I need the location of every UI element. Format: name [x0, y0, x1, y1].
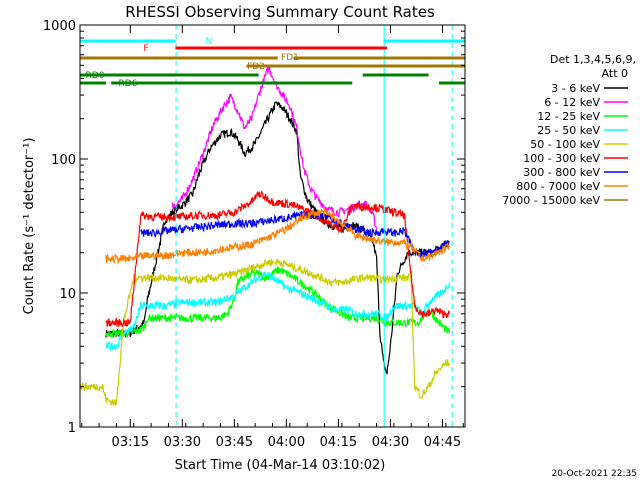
flag-label-fd2: FD2 [247, 62, 265, 72]
legend-label-25-50-kev: 25 - 50 keV [537, 124, 600, 137]
x-tick-label: 04:15 [320, 435, 357, 450]
legend-label-800-7000-kev: 800 - 7000 keV [516, 180, 600, 193]
chart-title: RHESSI Observing Summary Count Rates [125, 3, 435, 21]
series-line-3-6-kev [105, 101, 450, 375]
legend-label-7000-15000-kev: 7000 - 15000 keV [502, 194, 600, 207]
y-tick-label: 100 [51, 153, 76, 168]
legend-header-line-1: Det 1,3,4,5,6,9, [550, 53, 636, 66]
y-tick-label: 10 [59, 287, 76, 302]
plot-frame [79, 24, 466, 428]
series-line-300-800-kev [140, 210, 450, 259]
x-axis: 03:15 03:30 03:45 04:00 04:15 04:30 04:45 [81, 25, 464, 450]
y-tick-label: 1 [68, 421, 76, 436]
legend-header-line-2: Att 0 [602, 67, 628, 80]
legend-label-50-100-kev: 50 - 100 keV [530, 138, 600, 151]
x-tick-label: 03:45 [216, 435, 253, 450]
x-tick-label: 03:30 [164, 435, 201, 450]
flag-label-rd0: RD0 [86, 71, 105, 81]
y-tick-label: 1000 [43, 19, 76, 34]
legend-label-3-6-kev: 3 - 6 keV [551, 82, 600, 95]
x-axis-label: Start Time (04-Mar-14 03:10:02) [175, 458, 386, 473]
y-axis-label: Count Rate (s⁻¹ detector⁻¹) [22, 138, 37, 315]
legend-label-6-12-kev: 6 - 12 keV [544, 96, 600, 109]
series-line-100-300-kev [105, 190, 450, 329]
series-line-12-25-kev [105, 266, 450, 339]
y-axis: 1 10 100 1000 [43, 19, 465, 436]
x-tick-label: 04:30 [372, 435, 409, 450]
flag-label-n: N [206, 37, 213, 47]
flag-label-fd1: FD1 [281, 53, 299, 63]
x-tick-label: 04:00 [268, 435, 305, 450]
flag-label-rd6: RD6 [119, 79, 138, 89]
series-line-50-100-kev [79, 258, 450, 407]
footer-date: 20-Oct-2021 22:35 [552, 469, 637, 479]
series-line-800-7000-kev [105, 208, 450, 265]
plot-area: N F FD1 FD2 RD0 RD6 [79, 25, 465, 427]
series-line-25-50-kev [105, 271, 450, 352]
legend-label-300-800-kev: 300 - 800 keV [523, 166, 600, 179]
legend-label-12-25-kev: 12 - 25 keV [537, 110, 600, 123]
legend-label-100-300-kev: 100 - 300 keV [523, 152, 600, 165]
x-tick-label: 03:15 [112, 435, 149, 450]
x-tick-label: 04:45 [424, 435, 461, 450]
flag-label-f: F [143, 44, 148, 54]
